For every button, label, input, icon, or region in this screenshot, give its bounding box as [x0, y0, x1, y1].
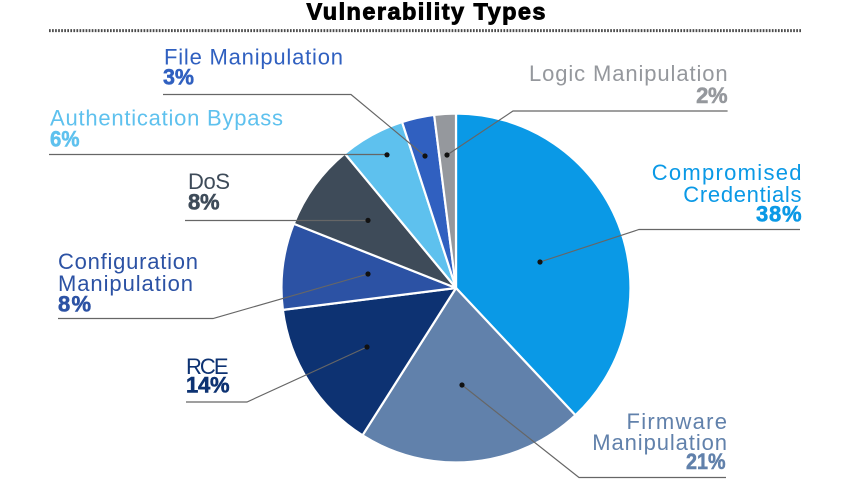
svg-text:Authentication Bypass: Authentication Bypass	[50, 106, 283, 131]
svg-text:Configuration: Configuration	[58, 249, 198, 274]
svg-text:File Manipulation: File Manipulation	[164, 45, 343, 70]
svg-text:Vulnerability Types: Vulnerability Types	[307, 0, 546, 25]
svg-text:8%: 8%	[188, 190, 220, 215]
svg-text:8%: 8%	[58, 292, 91, 317]
svg-text:38%: 38%	[756, 202, 802, 227]
svg-text:2%: 2%	[696, 83, 728, 108]
svg-text:Compromised: Compromised	[652, 160, 802, 185]
svg-text:14%: 14%	[186, 373, 230, 398]
svg-text:3%: 3%	[163, 64, 194, 89]
svg-text:Firmware: Firmware	[627, 409, 728, 434]
svg-text:Logic Manipulation: Logic Manipulation	[529, 61, 728, 86]
svg-text:Credentials: Credentials	[683, 182, 801, 207]
svg-text:Manipulation: Manipulation	[58, 271, 193, 296]
svg-text:RCE: RCE	[186, 354, 229, 379]
svg-text:Manipulation: Manipulation	[592, 430, 727, 455]
svg-text:21%: 21%	[686, 449, 726, 474]
svg-text:6%: 6%	[50, 126, 80, 151]
svg-text:DoS: DoS	[188, 169, 230, 194]
